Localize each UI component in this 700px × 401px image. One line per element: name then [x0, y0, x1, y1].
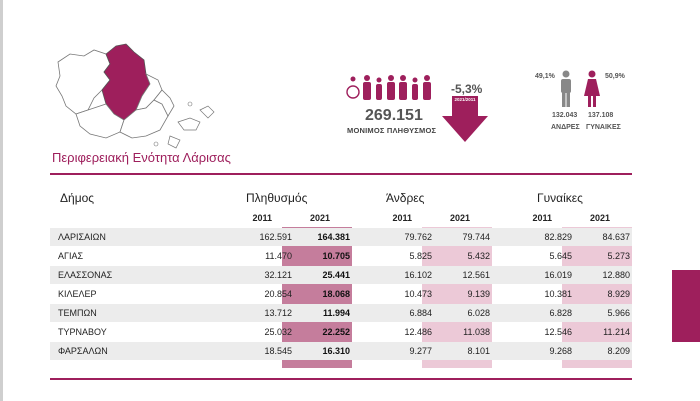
- population-change: -5,3%: [451, 82, 483, 96]
- women-2011: 16.019: [544, 270, 572, 280]
- men-2021: 9.139: [467, 289, 490, 299]
- population-2021: 164.381: [317, 232, 350, 242]
- header-population: Πληθυσμός: [246, 191, 308, 205]
- population-2011: 32.121: [264, 270, 292, 280]
- table-row: ΤΕΜΠΩΝ 13.712 11.994 6.884 6.028 6.828 5.966: [50, 304, 632, 322]
- women-2021: 12.880: [602, 270, 630, 280]
- header-women: Γυναίκες: [537, 191, 583, 205]
- table-row: ΑΓΙΑΣ 11.470 10.705 5.825 5.432 5.645 5.273: [50, 247, 632, 265]
- year-header: 2011: [392, 213, 412, 223]
- year-header: 2021: [589, 213, 610, 223]
- population-2011: 25.032: [264, 327, 292, 337]
- women-2011: 82.829: [544, 232, 572, 242]
- population-2021: 11.994: [322, 308, 350, 318]
- population-2021: 25.441: [322, 270, 350, 280]
- women-percentage: 50,9%: [605, 73, 625, 80]
- men-2011: 16.102: [404, 270, 432, 280]
- population-2021: 16.310: [322, 346, 350, 356]
- women-2011: 6.828: [549, 308, 572, 318]
- men-2021: 6.028: [467, 308, 490, 318]
- woman-icon: [584, 70, 600, 107]
- year-header: 2021: [309, 213, 330, 223]
- men-2021: 11.038: [463, 327, 490, 337]
- women-2011: 10.381: [544, 289, 572, 299]
- men-count: 132.043: [552, 112, 578, 119]
- men-2021: 8.101: [467, 346, 490, 356]
- man-icon: [561, 70, 571, 107]
- population-2021: 22.252: [322, 327, 350, 337]
- population-icon: [346, 75, 431, 100]
- header-dimos: Δήμος: [60, 191, 95, 205]
- men-2021: 12.561: [462, 270, 490, 280]
- divider-bottom: [50, 378, 632, 380]
- women-2011: 5.645: [549, 251, 572, 261]
- year-header: 2011: [252, 213, 272, 223]
- population-2011: 162.591: [259, 232, 292, 242]
- total-population: 269.151: [365, 107, 423, 124]
- men-2021: 5.432: [467, 251, 490, 261]
- table-row: ΤΥΡΝΑΒΟΥ 25.032 22.252 12.486 11.038 12.546 11…: [50, 323, 632, 341]
- women-2021: 11.214: [603, 327, 630, 337]
- municipality-name: ΦΑΡΣΑΛΩΝ: [58, 346, 108, 356]
- municipality-name: ΛΑΡΙΣΑΙΩΝ: [58, 232, 106, 242]
- women-2021: 5.966: [607, 308, 630, 318]
- population-2021: 18.068: [322, 289, 350, 299]
- region-map: [55, 43, 215, 149]
- men-2021: 79.744: [462, 232, 490, 242]
- men-label: ΑΝΔΡΕΣ: [551, 124, 580, 131]
- population-2021: 10.705: [322, 251, 350, 261]
- year-header: 2011: [532, 213, 552, 223]
- men-percentage: 49,1%: [535, 73, 555, 80]
- region-title: Περιφερειακή Ενότητα Λάρισας: [52, 150, 231, 165]
- total-population-label: ΜΟΝΙΜΟΣ ΠΛΗΘΥΣΜΟΣ: [347, 126, 437, 135]
- change-period: 2021/2011: [454, 97, 476, 102]
- table-row: ΦΑΡΣΑΛΩΝ 18.545 16.310 9.277 8.101 9.268 8.209: [50, 342, 632, 360]
- women-2021: 8.929: [607, 289, 630, 299]
- men-2011: 12.486: [404, 327, 432, 337]
- population-summary: 269.151 ΜΟΝΙΜΟΣ ΠΛΗΘΥΣΜΟΣ -5,3% 2021/201…: [345, 70, 635, 160]
- population-2011: 11.470: [265, 251, 292, 261]
- women-label: ΓΥΝΑΙΚΕΣ: [586, 124, 621, 131]
- population-2011: 18.545: [264, 346, 292, 356]
- women-2021: 8.209: [607, 346, 630, 356]
- header-men: Άνδρες: [386, 191, 425, 205]
- municipality-name: ΑΓΙΑΣ: [58, 251, 84, 261]
- population-2011: 13.712: [264, 308, 292, 318]
- municipality-name: ΕΛΑΣΣΟΝΑΣ: [58, 270, 113, 280]
- down-arrow-icon: [442, 96, 488, 142]
- municipality-name: ΤΥΡΝΑΒΟΥ: [58, 327, 107, 337]
- men-2011: 10.473: [404, 289, 432, 299]
- section-tab: [672, 270, 700, 342]
- table-row: ΚΙΛΕΛΕΡ 20.854 18.068 10.473 9.139 10.381 8.92…: [50, 285, 632, 303]
- women-count: 137.108: [588, 112, 614, 119]
- divider-top: [50, 173, 632, 175]
- year-header: 2021: [449, 213, 470, 223]
- women-2021: 5.273: [607, 251, 630, 261]
- men-2011: 79.762: [404, 232, 432, 242]
- table-row: ΛΑΡΙΣΑΙΩΝ 162.591 164.381 79.762 79.744 82.82…: [50, 228, 632, 246]
- page-edge-rule: [0, 0, 3, 401]
- men-2011: 6.884: [409, 308, 432, 318]
- table-row: ΕΛΑΣΣΟΝΑΣ 32.121 25.441 16.102 12.561 16.019 1…: [50, 266, 632, 284]
- population-2011: 20.854: [264, 289, 292, 299]
- women-2011: 9.268: [549, 346, 572, 356]
- women-2021: 84.637: [602, 232, 630, 242]
- men-2011: 5.825: [409, 251, 432, 261]
- women-2011: 12.546: [544, 327, 572, 337]
- men-2011: 9.277: [409, 346, 432, 356]
- municipality-name: ΤΕΜΠΩΝ: [58, 308, 97, 318]
- municipality-name: ΚΙΛΕΛΕΡ: [58, 289, 97, 299]
